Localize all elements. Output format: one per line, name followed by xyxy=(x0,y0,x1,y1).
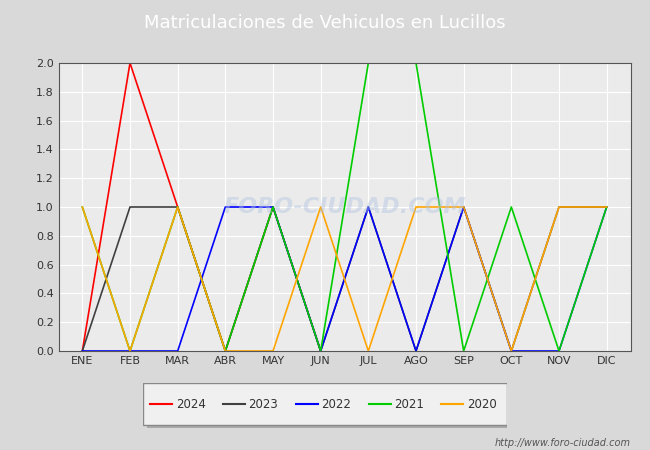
Text: 2024: 2024 xyxy=(176,398,205,410)
Text: 2020: 2020 xyxy=(467,398,497,410)
FancyBboxPatch shape xyxy=(147,385,507,430)
Text: 2022: 2022 xyxy=(321,398,351,410)
FancyBboxPatch shape xyxy=(143,382,507,425)
Text: Matriculaciones de Vehiculos en Lucillos: Matriculaciones de Vehiculos en Lucillos xyxy=(144,14,506,32)
Text: http://www.foro-ciudad.com: http://www.foro-ciudad.com xyxy=(495,438,630,448)
Text: FORO-CIUDAD.COM: FORO-CIUDAD.COM xyxy=(223,197,466,217)
Text: 2021: 2021 xyxy=(394,398,424,410)
Text: 2023: 2023 xyxy=(248,398,278,410)
